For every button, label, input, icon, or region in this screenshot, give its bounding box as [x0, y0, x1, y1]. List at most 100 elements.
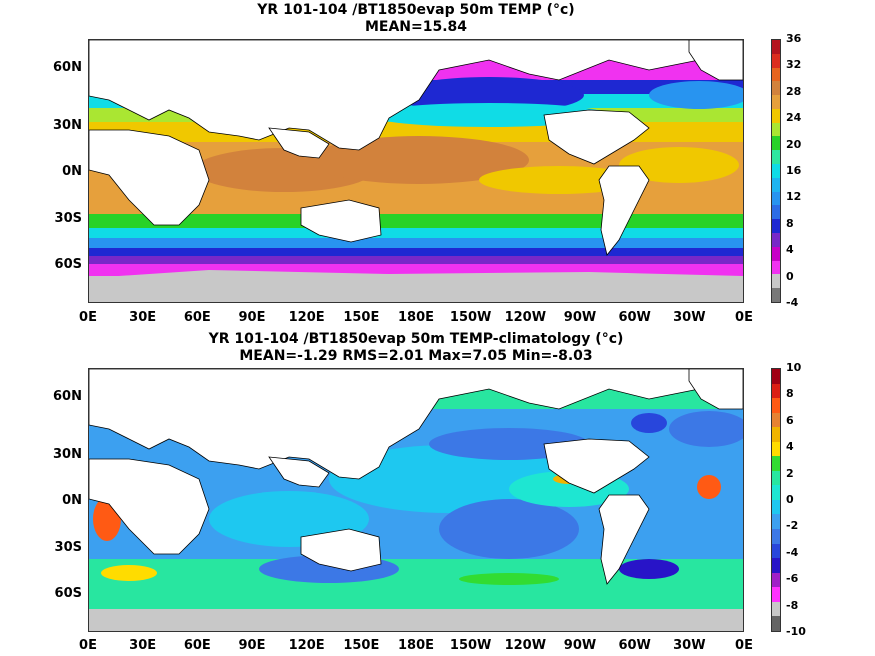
longitude-tick-label: 60W — [618, 638, 651, 653]
colorbar-tick-label: -4 — [786, 296, 799, 309]
colorbar-segment — [772, 616, 780, 631]
colorbar-tick-label: 8 — [786, 216, 794, 230]
colorbar-tick-label: 6 — [786, 413, 794, 427]
colorbar-segment — [772, 232, 780, 247]
longitude-tick-label: 150E — [343, 638, 380, 653]
bottom-anomaly-map — [88, 368, 744, 632]
colorbar-tick-label: 0 — [786, 493, 794, 506]
colorbar-tick-label: 2 — [786, 466, 794, 480]
longitude-tick-label: 0E — [735, 310, 753, 325]
longitude-tick-label: 90W — [563, 310, 597, 325]
top-land — [89, 40, 743, 302]
bottom-panel-title: YR 101-104 /BT1850evap 50m TEMP-climatol… — [208, 331, 624, 347]
colorbar-segment — [772, 246, 780, 261]
latitude-tick-label: 30S — [54, 539, 82, 555]
colorbar-segment — [772, 53, 780, 68]
bottom-colorbar — [771, 368, 781, 632]
latitude-tick-label: 30N — [53, 447, 82, 463]
longitude-tick-label: 90E — [238, 638, 266, 653]
colorbar-segment — [772, 136, 780, 151]
colorbar-tick-label: -2 — [786, 519, 799, 533]
bottom-panel-stats: MEAN=-1.29 RMS=2.01 Max=7.05 Min=-8.03 — [239, 348, 593, 364]
colorbar-tick-label: 36 — [786, 32, 802, 45]
latitude-tick-label: 30S — [54, 210, 82, 226]
longitude-tick-label: 0E — [79, 310, 97, 325]
colorbar-tick-label: 32 — [786, 58, 802, 72]
colorbar-tick-label: -6 — [786, 572, 799, 586]
colorbar-segment — [772, 95, 780, 109]
latitude-tick-label: 60S — [54, 256, 82, 272]
colorbar-tick-label: 16 — [786, 164, 802, 177]
colorbar-segment — [772, 587, 780, 602]
colorbar-segment — [772, 288, 780, 302]
colorbar-segment — [772, 219, 780, 233]
colorbar-tick-label: 20 — [786, 137, 802, 151]
colorbar-tick-label: 4 — [786, 440, 794, 454]
colorbar-tick-label: 12 — [786, 190, 802, 204]
colorbar-segment — [772, 485, 780, 500]
bottom-map-svg — [89, 369, 743, 631]
colorbar-segment — [772, 427, 780, 442]
colorbar-segment — [772, 543, 780, 559]
colorbar-segment — [772, 383, 780, 399]
longitude-tick-label: 90E — [238, 310, 266, 325]
longitude-tick-label: 120E — [288, 310, 325, 325]
longitude-tick-label: 120E — [288, 638, 325, 653]
longitude-tick-label: 150W — [449, 638, 492, 653]
colorbar-segment — [772, 369, 780, 384]
colorbar-segment — [772, 177, 780, 192]
top-temperature-map — [88, 39, 744, 303]
colorbar-segment — [772, 441, 780, 457]
colorbar-segment — [772, 529, 780, 544]
longitude-tick-label: 120W — [504, 310, 547, 325]
colorbar-segment — [772, 412, 780, 428]
bottom-land — [89, 369, 743, 585]
longitude-tick-label: 0E — [79, 638, 97, 653]
top-colorbar — [771, 39, 781, 303]
colorbar-segment — [772, 558, 780, 573]
colorbar-tick-label: 4 — [786, 243, 794, 257]
colorbar-segment — [772, 122, 780, 137]
longitude-tick-label: 60W — [618, 310, 651, 325]
colorbar-segment — [772, 514, 780, 530]
colorbar-tick-label: 0 — [786, 269, 794, 283]
colorbar-segment — [772, 191, 780, 206]
longitude-tick-label: 30E — [129, 310, 157, 325]
longitude-tick-label: 180E — [397, 310, 435, 325]
colorbar-tick-label: -4 — [786, 545, 799, 559]
longitude-tick-label: 30W — [673, 310, 706, 325]
latitude-tick-label: 0N — [62, 164, 82, 180]
colorbar-segment — [772, 40, 780, 54]
longitude-tick-label: 30W — [673, 638, 706, 653]
top-map-svg — [89, 40, 743, 302]
longitude-tick-label: 180E — [397, 638, 435, 653]
latitude-tick-label: 60N — [53, 60, 82, 76]
colorbar-segment — [772, 456, 780, 471]
colorbar-segment — [772, 164, 780, 178]
colorbar-tick-label: -8 — [786, 598, 799, 612]
latitude-tick-label: 60S — [54, 585, 82, 601]
colorbar-tick-label: 10 — [786, 361, 802, 374]
colorbar-segment — [772, 499, 780, 515]
longitude-tick-label: 60E — [183, 638, 211, 653]
latitude-tick-label: 30N — [53, 118, 82, 134]
colorbar-segment — [772, 67, 780, 82]
colorbar-segment — [772, 260, 780, 275]
longitude-tick-label: 90W — [563, 638, 597, 653]
latitude-tick-label: 60N — [53, 389, 82, 405]
latitude-tick-label: 0N — [62, 493, 82, 509]
colorbar-segment — [772, 601, 780, 617]
colorbar-tick-label: -10 — [786, 625, 806, 638]
top-panel-mean: MEAN=15.84 — [364, 19, 468, 35]
colorbar-segment — [772, 274, 780, 289]
colorbar-tick-label: 8 — [786, 387, 794, 401]
colorbar-segment — [772, 398, 780, 413]
longitude-tick-label: 150W — [449, 310, 492, 325]
longitude-tick-label: 150E — [343, 310, 380, 325]
colorbar-segment — [772, 150, 780, 165]
longitude-tick-label: 120W — [504, 638, 547, 653]
colorbar-tick-label: 28 — [786, 84, 802, 98]
colorbar-segment — [772, 572, 780, 588]
longitude-tick-label: 60E — [183, 310, 211, 325]
colorbar-segment — [772, 108, 780, 123]
